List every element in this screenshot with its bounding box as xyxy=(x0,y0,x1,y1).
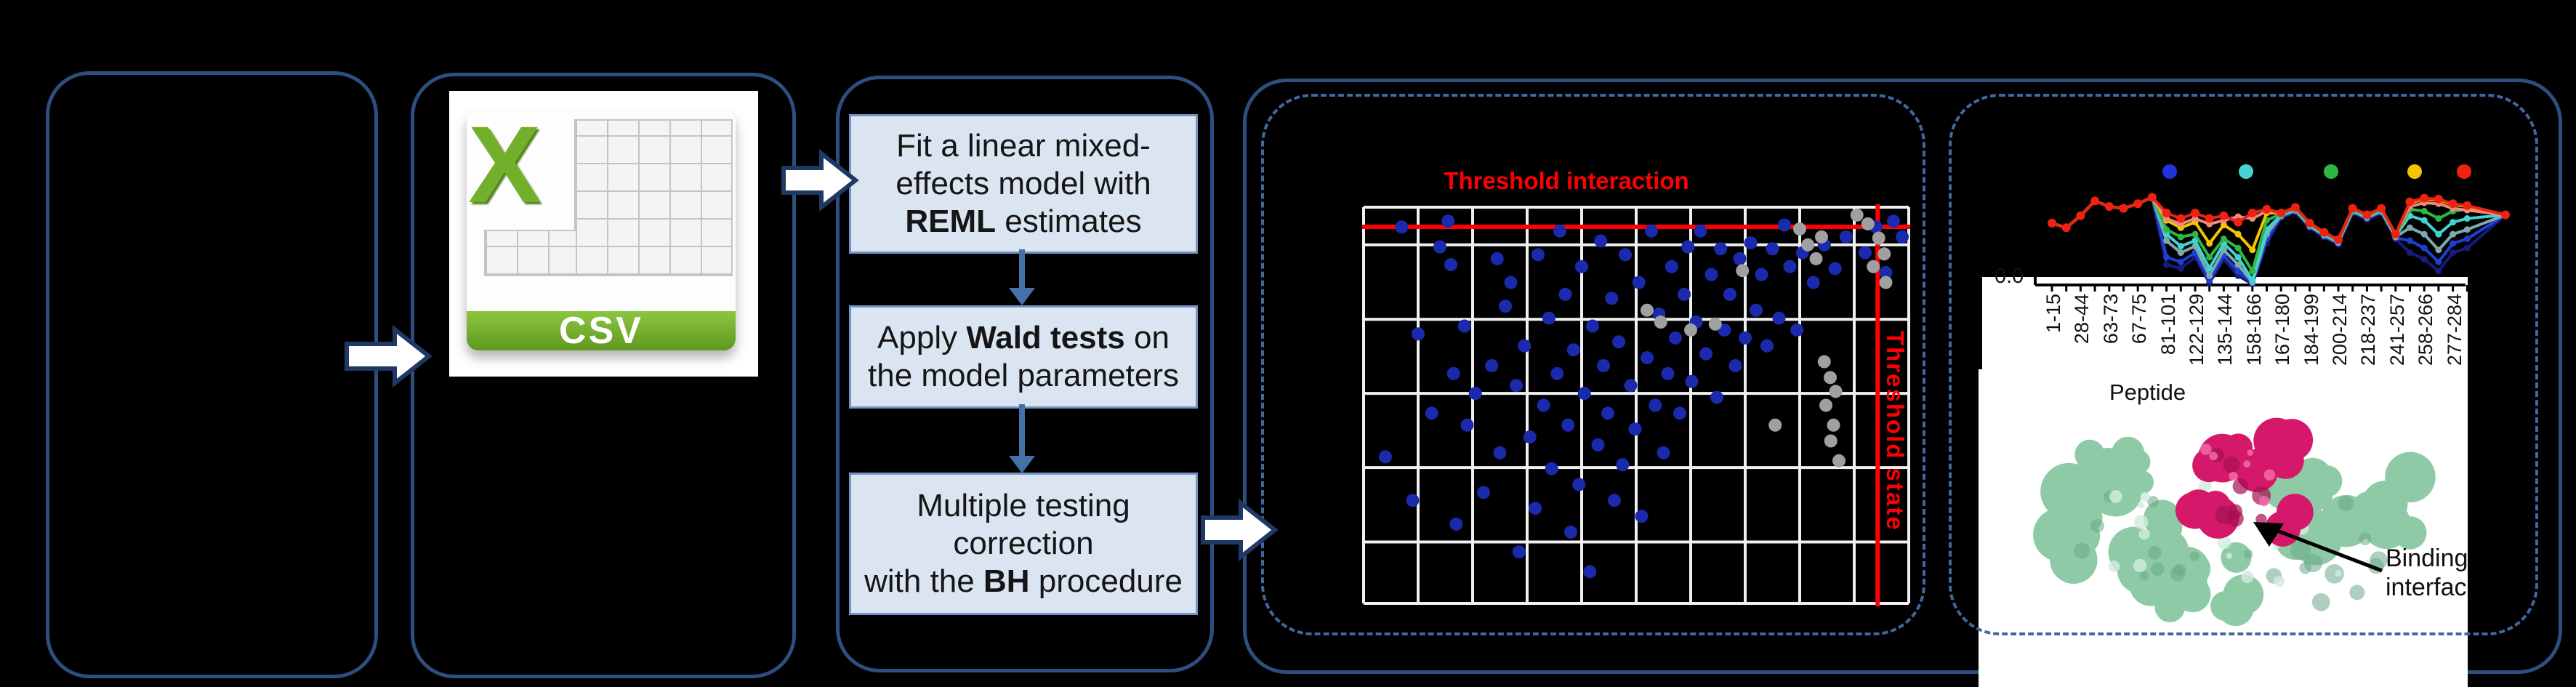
legend-dot xyxy=(2162,164,2177,179)
y-axis-zero-label: 0.0 xyxy=(1995,265,2024,288)
spreadsheet-grid-small xyxy=(484,230,577,276)
flow-box-line: effects model with xyxy=(895,166,1151,201)
panel-step1 xyxy=(46,71,378,678)
flow-box-line: Multiple testing xyxy=(917,488,1130,523)
peptide-axis-title: Peptide xyxy=(2109,379,2186,405)
volcano-scatter-plot xyxy=(1362,204,1910,606)
panel-step2-csv xyxy=(411,73,796,678)
arrow-csv-to-stats xyxy=(781,148,859,212)
legend-dot xyxy=(2239,164,2253,179)
block-arrows xyxy=(345,148,1279,562)
flow-box-reml: Fit a linear mixed-effects model with REM… xyxy=(849,114,1198,254)
flow-box-wald: Apply Wald tests on the model parameters xyxy=(849,305,1198,409)
peptide-tick-label: 122-129 xyxy=(2186,294,2207,366)
peptide-tick-label: 158-166 xyxy=(2242,294,2265,366)
arrow-stats-to-results xyxy=(1201,498,1279,562)
spreadsheet-grid-large xyxy=(574,119,733,276)
panel-step3-stats xyxy=(836,76,1214,672)
binding-interface-line1: Binding xyxy=(2386,545,2468,572)
protein-structure-image xyxy=(2033,417,2436,627)
peptide-tick-label: 28-44 xyxy=(2071,294,2093,345)
peptide-tick-label: 167-180 xyxy=(2271,294,2294,366)
peptide-tick-label: 63-73 xyxy=(2099,294,2122,345)
csv-icon-card: X CSV xyxy=(467,111,736,350)
csv-banner-label: CSV xyxy=(559,310,643,350)
peptide-tick-label: 258-266 xyxy=(2415,294,2437,366)
binding-interface-line2: interface xyxy=(2386,574,2468,601)
csv-banner: CSV xyxy=(467,310,736,350)
legend-dot xyxy=(2407,164,2422,179)
peptide-tick-label: 241-257 xyxy=(2386,294,2408,366)
axis-labels-background xyxy=(1982,277,2468,369)
arrow-step1-to-csv xyxy=(345,324,432,388)
down-arrows xyxy=(1009,249,1035,473)
flow-box-bh: Multiple testing correction with the BH pr… xyxy=(849,473,1198,615)
threshold-state-label: Threshold state xyxy=(1882,331,1909,531)
uptake-line-chart xyxy=(2034,164,2510,292)
peptide-tick-label: 277-284 xyxy=(2443,294,2466,366)
peptide-tick-label: 135-144 xyxy=(2214,294,2237,366)
peptide-tick-label: 218-237 xyxy=(2357,294,2380,366)
flow-box-line: correction xyxy=(953,526,1094,561)
flow-box-line: with the BH procedure xyxy=(864,563,1183,599)
panel-volcano-dashed xyxy=(1261,94,1925,635)
panel-uptake-dashed xyxy=(1949,94,2538,635)
flow-box-line: the model parameters xyxy=(868,358,1179,393)
legend-dot xyxy=(2457,164,2471,179)
threshold-interaction-label: Threshold interaction xyxy=(1444,167,1689,194)
peptide-tick-label: 200-214 xyxy=(2329,294,2351,366)
excel-x-letter: X xyxy=(468,111,542,225)
peptide-tick-label: 184-199 xyxy=(2300,294,2322,366)
binding-interface-arrow xyxy=(2253,522,2383,573)
legend-dot xyxy=(2324,164,2338,179)
peptide-tick-label: 1-15 xyxy=(2042,294,2064,334)
flow-box-line: Apply Wald tests on xyxy=(877,320,1170,355)
csv-file-icon: X CSV xyxy=(449,91,758,377)
panel-results-outer xyxy=(1243,79,2562,674)
binding-interface-text-clip: Binding interface xyxy=(2386,544,2468,606)
flow-box-line: REML estimates xyxy=(905,204,1142,239)
flow-box-line: Fit a linear mixed- xyxy=(896,128,1151,164)
peptide-tick-label: 67-75 xyxy=(2128,294,2151,345)
peptide-tick-label: 81-101 xyxy=(2157,294,2179,355)
